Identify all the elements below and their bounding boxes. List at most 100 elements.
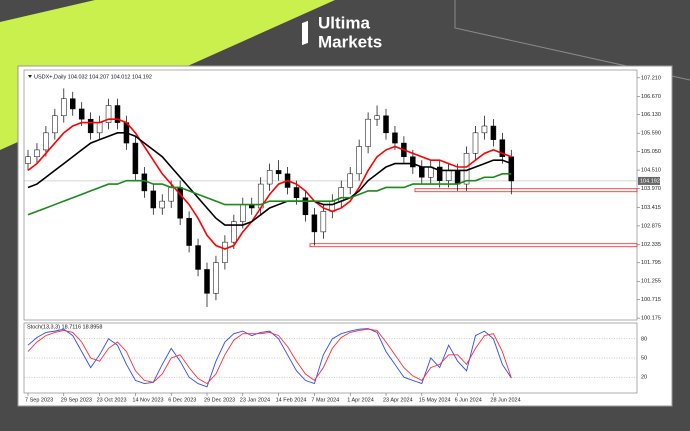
candle-body: [383, 115, 389, 134]
x-tick-label: 23 Apr 2024: [383, 397, 413, 403]
moving-average: [27, 118, 512, 250]
plot: 107.210 106.670 106.130 105.590 105.050 104.5…: [24, 75, 661, 403]
y-tick-label: 100.715: [641, 297, 661, 303]
menu-arrow: [28, 75, 32, 78]
candle-body: [419, 166, 425, 178]
candle-body: [87, 118, 94, 134]
price-pane: [23, 69, 638, 321]
candle-body: [436, 166, 443, 181]
x-tick-label: 29 Sep 2023: [61, 397, 92, 403]
x-tick-label: 7 Sep 2023: [25, 397, 53, 403]
moving-average: [27, 132, 512, 226]
brand-line2: Markets: [318, 32, 382, 51]
candle-body: [311, 214, 318, 233]
x-tick-label: 14 Feb 2024: [276, 397, 307, 403]
candle-body: [213, 262, 219, 294]
y-tick-label: 107.210: [641, 75, 661, 81]
candle-body: [70, 98, 76, 110]
candle-body: [132, 142, 139, 175]
y-tick-label: 104.510: [641, 168, 661, 174]
candle-body: [240, 204, 246, 222]
x-tick-label: 6 Jun 2024: [455, 397, 482, 403]
candle-body: [499, 139, 506, 157]
stoch-title: Stoch(13,3,3) 18.7116 18.8958: [27, 324, 102, 330]
y-tick-label: 102.875: [641, 223, 661, 229]
candle-body: [114, 105, 121, 123]
y-tick-label: 106.130: [641, 112, 661, 118]
y-tick-label: 50: [641, 355, 647, 361]
candle-body: [329, 200, 336, 212]
candle-body: [195, 245, 201, 270]
candle-body: [105, 105, 112, 123]
candle-body: [454, 170, 461, 185]
x-tick-label: 6 Dec 2023: [168, 397, 196, 403]
x-tick-label: 1 Apr 2024: [347, 397, 374, 403]
y-tick-label: 80: [641, 336, 647, 342]
y-tick-label: 20: [641, 375, 647, 381]
x-tick-label: 29 Dec 2023: [204, 397, 235, 403]
candle-body: [231, 221, 237, 243]
candle-body: [445, 170, 452, 181]
y-tick-label: 103.415: [641, 205, 661, 211]
y-tick-label: 106.670: [641, 94, 661, 100]
current-price-label: 104.192: [640, 178, 660, 184]
candle-body: [52, 115, 58, 134]
candle-body: [275, 170, 282, 175]
candle-body: [508, 156, 515, 182]
candle-body: [159, 200, 165, 209]
y-tick-label: 103.970: [641, 186, 661, 192]
stoch-line: [27, 328, 512, 385]
candle-body: [78, 108, 85, 120]
y-tick-label: 105.590: [641, 131, 661, 137]
candle-body: [302, 197, 309, 216]
candle-body: [96, 122, 103, 134]
support-level: [414, 188, 638, 193]
brand-line1: Ultima: [318, 13, 371, 32]
candle-body: [186, 217, 192, 246]
decor-line: [454, 0, 690, 81]
logo-mark: [302, 20, 308, 46]
logo: Ultima Markets: [302, 13, 382, 51]
chart-title: USDX+,Daily 104.032 104.207 104.012 104.…: [34, 74, 152, 80]
candle-body: [293, 187, 300, 198]
stoch-pane: [23, 322, 638, 394]
x-tick-label: 28 Jun 2024: [490, 397, 520, 403]
candle-body: [141, 173, 148, 192]
candle-body: [34, 149, 40, 157]
y-tick-label: 105.050: [641, 149, 661, 155]
y-tick-label: 101.255: [641, 279, 661, 285]
candle-body: [347, 173, 353, 188]
candle-body: [222, 241, 228, 263]
candle-body: [481, 125, 488, 134]
x-tick-label: 7 Mar 2024: [311, 397, 339, 403]
stoch-line: [27, 328, 512, 388]
candle-body: [392, 132, 398, 144]
candle-body: [168, 187, 174, 202]
x-tick-label: 23 Oct 2023: [97, 397, 127, 403]
candle-body: [463, 153, 470, 185]
y-tick-label: 100.175: [641, 316, 661, 322]
moving-average: [27, 173, 512, 216]
support-level: [309, 243, 638, 248]
candle-body: [61, 98, 67, 117]
x-tick-label: 14 Nov 2023: [132, 397, 163, 403]
candle-body: [410, 156, 416, 168]
y-tick-label: 101.795: [641, 260, 661, 266]
candle-body: [490, 125, 497, 140]
current-price-tag: [638, 176, 660, 185]
candle-body: [365, 118, 371, 147]
x-tick-label: 15 May 2024: [419, 397, 451, 403]
candle-body: [25, 156, 31, 164]
candle-body: [472, 132, 479, 154]
candle-body: [150, 190, 157, 209]
candle-body: [43, 132, 49, 151]
x-tick-label: 23 Jan 2024: [240, 397, 270, 403]
candle-body: [356, 146, 362, 175]
y-tick-label: 102.335: [641, 242, 661, 248]
candle-body: [266, 170, 273, 185]
candle-body: [320, 211, 327, 233]
candle-body: [428, 166, 434, 178]
candle-body: [374, 115, 380, 120]
